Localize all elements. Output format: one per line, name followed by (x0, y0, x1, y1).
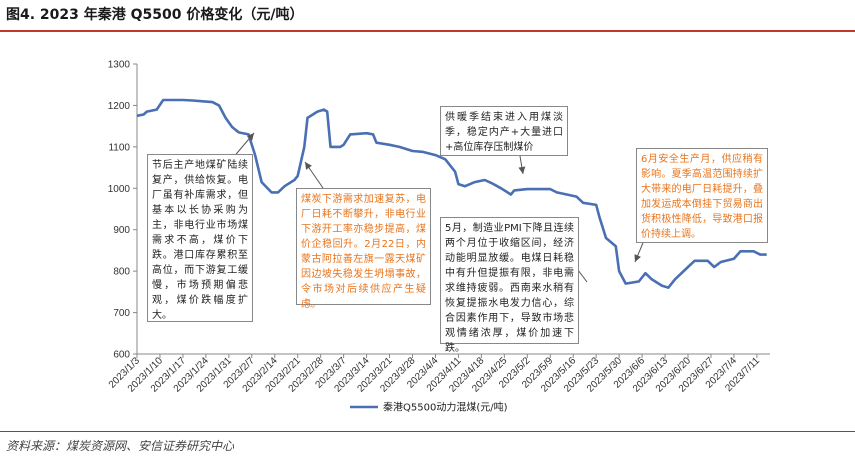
y-tick-label: 1000 (108, 184, 131, 195)
annotation-demand-recovery: 煤炭下游需求加速复苏，电厂日耗不断攀升，非电行业下游开工率亦稳步提高，煤价企稳回… (296, 188, 431, 310)
figure-title: 图4. 2023 年秦港 Q5500 价格变化（元/吨） (6, 7, 304, 23)
legend-label: 秦港Q5500动力混煤(元/吨) (383, 401, 508, 414)
annotation-arrow-1-head (246, 133, 254, 141)
y-tick-label: 1300 (108, 60, 131, 71)
annotation-off-season: 供暖季结束进入用煤淡季，稳定内产+大量进口+高位库存压制煤价 (440, 106, 568, 156)
annotation-june-supply: 6月安全生产月，供应稍有影响。夏季高温范围持续扩大带来的电厂日耗提升，叠加发运成… (636, 148, 768, 243)
annotation-may-pmi: 5月，制造业PMI下降且连续两个月位于收缩区间，经济动能明显放缓。电煤日耗稳中有… (440, 217, 579, 354)
footer-rule (0, 431, 855, 432)
y-tick-label: 900 (113, 225, 130, 236)
title-rule (0, 30, 855, 32)
source-note: 资料来源：煤炭资源网、安信证券研究中心 (6, 439, 235, 453)
series-line (136, 98, 767, 289)
y-tick-label: 1200 (108, 101, 131, 112)
y-tick-label: 600 (113, 350, 130, 361)
annotation-arrow-3-head (518, 166, 526, 174)
annotation-arrow-2-head (305, 162, 312, 170)
annotation-post-holiday-decline: 节后主产地煤矿陆续复产，供给恢复。电厂虽有补库需求，但基本以长协采购为主，非电行… (147, 154, 253, 322)
y-tick-label: 800 (113, 267, 130, 278)
y-tick-label: 700 (113, 308, 130, 319)
annotation-arrow-5-head (634, 254, 641, 262)
y-tick-label: 1100 (108, 142, 130, 153)
